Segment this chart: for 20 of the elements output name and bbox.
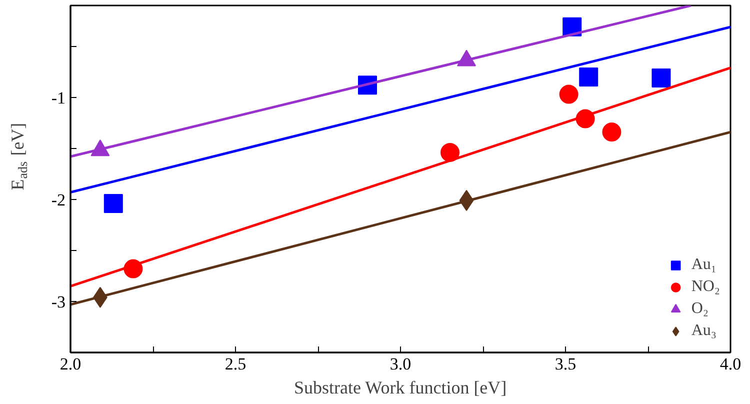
legend-label: NO₂ (691, 278, 720, 296)
x-tick-label: 3.0 (390, 354, 412, 374)
y-tick-label: -3 (51, 292, 66, 312)
x-tick-label: 3.5 (554, 354, 576, 374)
legend-label: Au₁ (691, 256, 716, 274)
legend-label: O₂ (691, 300, 710, 318)
y-axis-title: Eads [eV] (8, 122, 30, 190)
y-tick-label: -1 (51, 88, 66, 108)
point (559, 84, 578, 104)
x-axis-title: Substrate Work function [eV] (294, 378, 507, 398)
point (652, 68, 671, 88)
legend-label: Au₃ (691, 322, 716, 340)
y-tick-label: -2 (51, 190, 66, 210)
x-tick-label: 4.0 (720, 354, 742, 374)
point (104, 194, 123, 213)
point (440, 142, 460, 162)
point (602, 122, 622, 142)
x-tick-label: 2.5 (224, 354, 246, 374)
x-tick-label: 2.0 (60, 354, 82, 374)
point (579, 67, 598, 86)
